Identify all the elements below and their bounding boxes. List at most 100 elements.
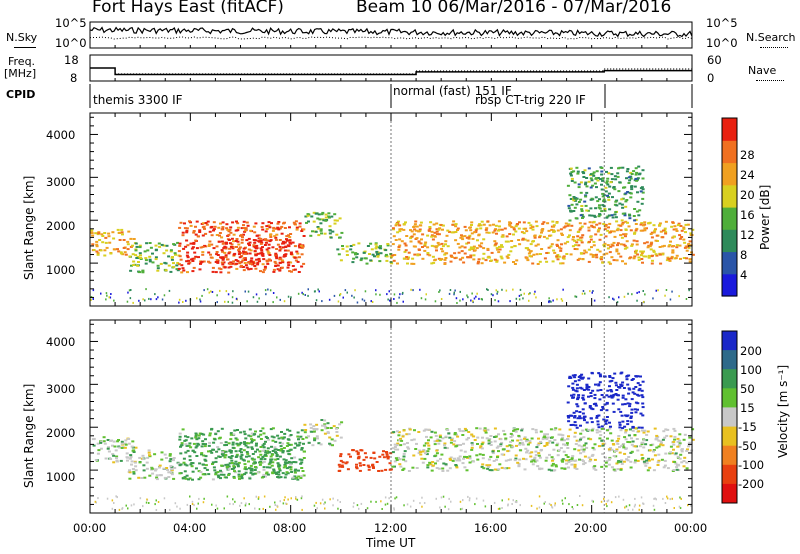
velocity-cell [202, 433, 206, 436]
power-cell [456, 227, 460, 230]
power-cell [641, 188, 645, 191]
velocity-cell [419, 453, 423, 456]
velocity-cell [338, 423, 342, 426]
power-cell [192, 266, 196, 269]
power-cell [467, 237, 471, 240]
power-y-tick-1000: 1000 [46, 263, 76, 277]
power-cell [607, 226, 610, 229]
power-cell [626, 168, 630, 170]
power-cell [252, 225, 256, 228]
velocity-cell [528, 440, 532, 443]
velocity-cell [567, 461, 571, 464]
velocity-cell [290, 471, 294, 473]
velocity-cell [168, 453, 172, 456]
power-cell [438, 227, 442, 230]
velocity-cell [406, 442, 409, 444]
power-cell [278, 245, 282, 248]
power-cell [670, 225, 674, 228]
velocity-cell [633, 445, 637, 448]
power-cell [295, 250, 299, 253]
velocity-cell [505, 445, 509, 448]
velocity-cell [593, 393, 597, 396]
scatter-speckle [471, 292, 473, 295]
power-panel [90, 165, 695, 304]
power-cell [598, 207, 602, 210]
velocity-cell [651, 443, 655, 446]
velocity-cell [602, 418, 606, 421]
power-cell [605, 181, 609, 184]
power-cell [498, 225, 501, 228]
velocity-cell [554, 427, 558, 430]
power-cell [642, 250, 645, 253]
power-cell [116, 248, 119, 251]
power-cell [675, 244, 679, 247]
velocity-cell [588, 405, 592, 407]
velocity-cell [330, 438, 334, 441]
scatter-speckle [116, 496, 118, 499]
velocity-cell [257, 456, 261, 459]
scatter-speckle [227, 300, 229, 303]
power-cell [291, 265, 295, 267]
velocity-cell [657, 459, 661, 462]
power-cell [227, 252, 231, 255]
power-cell [579, 198, 583, 201]
velocity-cell [508, 444, 512, 447]
velocity-cell [183, 476, 187, 479]
power-cell [581, 171, 585, 173]
power-cell [211, 270, 215, 273]
power-cell [453, 252, 457, 255]
velocity-cell [284, 473, 288, 476]
velocity-cell [640, 443, 644, 446]
velocity-cell [598, 437, 602, 440]
velocity-cell [580, 445, 584, 448]
power-cell [667, 245, 671, 248]
velocity-cell [338, 465, 342, 468]
velocity-cell [577, 440, 581, 443]
power-cell [624, 235, 627, 238]
power-cell [583, 200, 587, 203]
power-cell [621, 221, 625, 224]
power-cell [649, 243, 653, 246]
scatter-speckle [419, 502, 421, 505]
power-cell [581, 234, 585, 237]
velocity-cell [402, 455, 406, 458]
power-cell [601, 195, 605, 198]
velocity-cell [500, 466, 504, 469]
power-cell [231, 247, 235, 250]
velocity-cell [339, 436, 343, 439]
power-cell [435, 230, 439, 233]
velocity-cell [194, 433, 198, 436]
power-cell [585, 177, 589, 179]
power-cell [637, 259, 641, 261]
velocity-cell [539, 430, 543, 433]
velocity-cell [604, 461, 608, 464]
power-cell [675, 230, 679, 232]
scatter-speckle [655, 498, 657, 501]
velocity-cell [253, 433, 257, 436]
power-cb-tick-4: 4 [740, 268, 748, 282]
velocity-cell [221, 452, 225, 455]
power-cell [626, 191, 630, 193]
power-cell [526, 247, 529, 250]
velocity-cell [582, 463, 586, 466]
velocity-cell [217, 455, 221, 458]
velocity-cell [662, 466, 666, 469]
vel-cb-tick-m50: -50 [738, 439, 757, 453]
power-cell [300, 253, 304, 256]
velocity-cell [285, 471, 289, 474]
power-cell [510, 240, 514, 242]
velocity-cell [475, 454, 479, 457]
velocity-cell [344, 462, 348, 465]
velocity-cell [195, 455, 199, 457]
velocity-cell [625, 378, 629, 381]
power-cell [558, 246, 561, 249]
velocity-cell [424, 428, 428, 431]
power-cell [136, 264, 140, 267]
power-cell [436, 241, 440, 244]
velocity-cell [468, 455, 472, 458]
velocity-cell [643, 429, 647, 432]
power-cell [173, 252, 177, 255]
velocity-cell [573, 416, 576, 419]
power-cell [551, 220, 555, 223]
scatter-speckle [108, 296, 110, 299]
